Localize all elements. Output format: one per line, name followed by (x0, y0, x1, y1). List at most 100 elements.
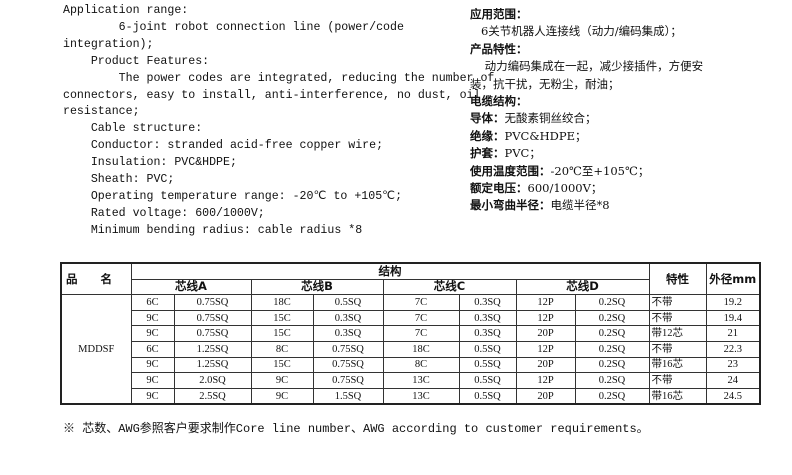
table-cell: 20P (515, 387, 576, 405)
english-line: Sheath: PVC; (63, 173, 175, 187)
table-cell: 15C (250, 356, 314, 374)
table-cell: 1.25SQ (173, 340, 252, 358)
spec-table: 品 名 结构 特性 外径mm 芯线A 芯线B 芯线C 芯线D MDDSF 6C 0.… (60, 262, 761, 406)
table-cell: 0.75SQ (312, 372, 384, 389)
table-cell: 带12芯 (648, 325, 707, 342)
table-cell: 不带 (648, 372, 707, 389)
product-header: 品 名 (60, 262, 132, 296)
english-line: Operating temperature range: -20℃ to +10… (63, 189, 403, 203)
table-cell: 18C (250, 294, 314, 311)
chinese-line: 6关节机器人连接线（动力/编码集成）； (470, 23, 703, 40)
table-cell: 19.4 (705, 309, 761, 327)
chinese-label: 电缆结构： (470, 94, 528, 109)
table-cell: 不带 (648, 309, 707, 327)
table-cell: 24.5 (705, 387, 761, 405)
od-header: 外径mm (705, 262, 761, 296)
table-cell: 9C (130, 309, 175, 327)
table-row: 9C 0.75SQ 15C 0.3SQ 7C 0.3SQ 20P 0.2SQ 带12芯 21 (61, 325, 761, 342)
footnote: ※ 芯数、AWG参照客户要求制作Core line number、AWG acc… (63, 422, 649, 436)
table-cell: 1.25SQ (173, 356, 252, 374)
table-cell: 12P (515, 340, 576, 358)
table-cell: 0.5SQ (312, 294, 384, 311)
table-cell: 22.3 (705, 340, 761, 358)
table-cell: 19.2 (705, 294, 761, 311)
table-cell: 0.75SQ (173, 325, 252, 342)
table-cell: 0.2SQ (574, 372, 650, 389)
table-cell: 13C (382, 372, 460, 389)
table-cell: 12P (515, 294, 576, 311)
chinese-text: 600/1000V； (527, 181, 603, 196)
chinese-line: 使用温度范围：-20℃至+105℃； (470, 163, 703, 180)
chinese-text: 无酸素铜丝绞合； (504, 111, 597, 126)
table-cell: 7C (382, 294, 460, 311)
table-cell: 9C (130, 356, 175, 374)
table-cell: 0.3SQ (458, 294, 517, 311)
chinese-line: 电缆结构： (470, 93, 703, 110)
chinese-text: 6关节机器人连接线（动力/编码集成）； (470, 24, 682, 39)
table-cell: 0.75SQ (312, 340, 384, 358)
chinese-line: 动力编码集成在一起，减少接插件，方便安 (470, 58, 704, 75)
english-line: Product Features: (63, 54, 210, 68)
chinese-label: 最小弯曲半径： (470, 198, 551, 213)
table-cell: 20P (515, 356, 576, 374)
table-cell: 0.2SQ (574, 340, 650, 358)
table-cell: 7C (382, 325, 460, 342)
table-row: 9C 2.0SQ 9C 0.75SQ 13C 0.5SQ 12P 0.2SQ 不带 24 (61, 372, 761, 389)
table-cell: 23 (705, 356, 761, 374)
chinese-line: 产品特性： (470, 41, 703, 58)
table-cell: 0.3SQ (458, 325, 517, 342)
chinese-text: 装，抗干扰，无粉尘，耐油； (470, 76, 620, 91)
table-cell: 0.3SQ (312, 325, 384, 342)
table-cell: 9C (130, 325, 175, 342)
english-line: The power codes are integrated, reducing… (63, 71, 495, 85)
table-cell: 20P (515, 325, 576, 342)
table-cell: 0.5SQ (458, 340, 517, 358)
table-cell: 不带 (648, 294, 707, 311)
chinese-line: 装，抗干扰，无粉尘，耐油； (470, 76, 703, 93)
table-row: 6C 1.25SQ 8C 0.75SQ 18C 0.5SQ 12P 0.2SQ 不带 22.3 (61, 340, 761, 358)
table-cell: 0.2SQ (574, 356, 650, 374)
chinese-line: 护套：PVC； (470, 145, 703, 162)
table-cell: 0.5SQ (458, 372, 517, 389)
table-cell: 0.3SQ (458, 309, 517, 327)
table-cell: 0.2SQ (574, 387, 650, 405)
table-cell: 1.5SQ (312, 387, 384, 405)
table-cell: 6C (130, 340, 175, 358)
table-cell: 7C (382, 309, 460, 327)
table-cell: 9C (130, 387, 175, 405)
table-cell: 12P (515, 309, 576, 327)
table-cell: 0.3SQ (312, 309, 384, 327)
core-b-header: 芯线B (250, 278, 384, 296)
english-line: Cable structure: (63, 122, 203, 136)
table-cell: 带16芯 (648, 356, 707, 374)
chinese-label: 应用范围： (470, 7, 528, 21)
table-cell: 24 (705, 372, 761, 389)
core-d-header: 芯线D (515, 278, 650, 296)
english-line: Conductor: stranded acid-free copper wir… (63, 139, 384, 153)
table-cell: 0.2SQ (574, 294, 650, 311)
table-cell: 0.75SQ (312, 356, 384, 374)
table-row: 9C 1.25SQ 15C 0.75SQ 8C 0.5SQ 20P 0.2SQ 带16芯 23 (61, 356, 761, 374)
structure-header: 结构 (130, 262, 650, 280)
english-line: 6-joint robot connection line (power/cod… (63, 20, 404, 34)
table-cell: 12P (515, 372, 576, 389)
chinese-label: 护套： (470, 146, 505, 161)
english-line: Minimum bending radius: cable radius *8 (63, 223, 363, 237)
table-cell: 0.75SQ (173, 294, 252, 311)
chinese-text: PVC&HDPE； (504, 128, 587, 143)
product-name: MDDSF (60, 294, 132, 405)
table-cell: 18C (382, 340, 460, 358)
table-row: 9C 0.75SQ 15C 0.3SQ 7C 0.3SQ 12P 0.2SQ 不带 19.4 (61, 309, 761, 327)
table-cell: 0.75SQ (173, 309, 252, 327)
table-cell: 0.2SQ (574, 309, 650, 327)
feature-header: 特性 (648, 262, 707, 296)
table-cell: 不带 (648, 340, 707, 358)
english-line: connectors, easy to install, anti-interf… (63, 88, 481, 102)
table-cell: 13C (382, 387, 460, 405)
chinese-description: 应用范围： 6关节机器人连接线（动力/编码集成）； 产品特性： 动力编码集成在一起… (470, 6, 703, 215)
chinese-text: PVC； (504, 146, 541, 161)
chinese-line: 额定电压：600/1000V； (470, 180, 703, 197)
table-cell: 0.2SQ (574, 325, 650, 342)
chinese-line: 最小弯曲半径：电缆半径*8 (470, 197, 703, 214)
english-line: resistance; (63, 105, 140, 119)
